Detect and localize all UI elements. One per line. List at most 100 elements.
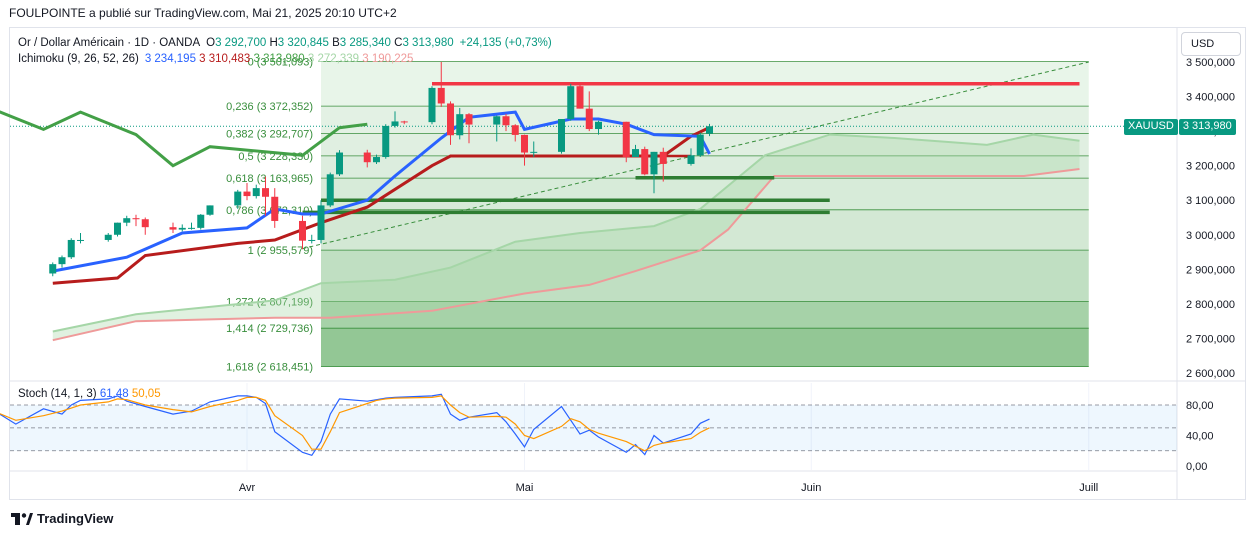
candle xyxy=(502,113,510,132)
candle xyxy=(104,233,112,242)
ohlc-value: 3 285,340 xyxy=(339,37,395,49)
fib-zone xyxy=(321,209,1089,251)
ichimoku-value: 3 190,225 xyxy=(362,53,414,65)
candle xyxy=(382,124,390,159)
candle-body xyxy=(687,155,695,164)
ichimoku-value: 3 234,195 xyxy=(144,53,200,65)
time-tick-label: Mai xyxy=(516,482,534,494)
candle-body xyxy=(391,121,399,126)
price-tag-value: 3 313,980 xyxy=(1178,119,1236,135)
candle-body xyxy=(77,239,84,241)
price-tick-label: 2 900,000 xyxy=(1186,264,1235,276)
tradingview-logo[interactable]: TradingView xyxy=(11,511,113,526)
candle xyxy=(114,222,121,237)
candle xyxy=(299,215,306,250)
candle xyxy=(188,222,195,230)
legend-ichimoku-row[interactable]: Ichimoku (9, 26, 52, 26) 3 234,195 3 310… xyxy=(18,51,552,67)
drawing-lines-layer xyxy=(10,61,1124,250)
candle xyxy=(141,217,149,235)
ohlc-key: C xyxy=(394,37,403,49)
fib-zone xyxy=(321,301,1089,329)
kumo-cloud xyxy=(52,134,1080,341)
candle xyxy=(567,83,575,121)
ichimoku-value: 3 310,483 xyxy=(199,53,254,65)
fib-zone xyxy=(321,250,1089,302)
candle-body xyxy=(437,87,445,104)
candle xyxy=(650,151,658,194)
currency-button[interactable]: USD xyxy=(1181,32,1241,56)
ichimoku-label: Ichimoku (9, 26, 52, 26) xyxy=(18,53,139,65)
candle-body xyxy=(511,125,519,135)
candle-body xyxy=(262,188,269,197)
ichimoku-cloud-layer xyxy=(52,133,1080,342)
candle-body xyxy=(641,149,649,175)
candle xyxy=(234,189,242,209)
candle xyxy=(123,215,131,227)
candle-body xyxy=(336,152,343,175)
candle xyxy=(659,147,667,182)
fibonacci-layer: 0 (3 501,093) 0,236 (3 372,352) 0,382 (3 2… xyxy=(226,57,1089,374)
candle-body xyxy=(456,114,464,136)
candle-body xyxy=(58,257,66,265)
candle-body xyxy=(49,264,57,274)
fib-zone xyxy=(321,328,1089,367)
candle xyxy=(262,176,269,216)
candle-body xyxy=(169,227,177,230)
candle xyxy=(585,91,593,132)
senkou-span-a xyxy=(52,133,1080,333)
candle xyxy=(400,120,408,125)
ohlc-key: H xyxy=(269,37,278,49)
candle-body xyxy=(188,227,195,229)
candle-body xyxy=(650,151,658,175)
candle-body xyxy=(400,121,408,123)
fib-level-label: 0,236 (3 372,352) xyxy=(226,101,313,113)
fib-level-label: 0,382 (3 292,707) xyxy=(226,129,313,141)
time-tick-label: Juill xyxy=(1079,482,1098,494)
candle-body xyxy=(178,227,186,230)
candle xyxy=(178,224,186,232)
candle-body xyxy=(114,222,121,235)
time-tick-label: Juin xyxy=(801,482,821,494)
candle-body xyxy=(595,121,602,130)
candle xyxy=(576,83,584,109)
stoch-legend[interactable]: Stoch (14, 1, 3) 61,48 50,05 xyxy=(18,388,161,400)
candle xyxy=(493,115,501,142)
candle-body xyxy=(363,152,371,163)
ohlc-value: 3 320,845 xyxy=(277,37,333,49)
tradingview-logo-icon xyxy=(11,512,33,525)
price-tick-label: 3 500,000 xyxy=(1186,57,1235,69)
candle-body xyxy=(567,86,575,120)
fib-level-label: 1 (2 955,579) xyxy=(248,245,313,257)
candle xyxy=(595,120,602,135)
ohlc-value: 3 313,980 xyxy=(402,37,454,49)
candle-body xyxy=(104,234,112,240)
candle-body xyxy=(373,157,380,163)
stochastic-layer: 0,00 40,00 80,00 xyxy=(0,393,1214,473)
legend-symbol-row[interactable]: Or / Dollar Américain · 1D · OANDA O3 29… xyxy=(18,35,552,51)
candle-body xyxy=(317,205,325,240)
price-tick-label: 3 200,000 xyxy=(1186,161,1235,173)
symbol-title: Or / Dollar Américain · 1D · OANDA xyxy=(18,37,201,49)
fib-level-label: 1,618 (2 618,451) xyxy=(226,362,313,374)
ichimoku-values: 3 234,195 3 310,483 3 313,980 3 272,339 … xyxy=(145,51,414,67)
candle-body xyxy=(696,134,704,156)
candle xyxy=(252,184,260,199)
candle-body xyxy=(132,218,140,220)
publisher-header: FOULPOINTE a publié sur TradingView.com,… xyxy=(9,6,397,20)
tradingview-brand: TradingView xyxy=(37,511,114,526)
candle-body xyxy=(141,219,149,228)
fib-level-label: 0,618 (3 163,965) xyxy=(226,173,313,185)
candle xyxy=(243,182,251,201)
candle xyxy=(511,124,519,142)
ohlc-values: O3 292,700 H3 320,845 B3 285,340 C3 313,… xyxy=(206,35,454,51)
chart-legend: Or / Dollar Américain · 1D · OANDA O3 29… xyxy=(18,35,552,67)
candle-body xyxy=(530,151,538,153)
candle xyxy=(197,214,205,230)
candle-body xyxy=(632,149,639,158)
ichimoku-value: 3 272,339 xyxy=(307,53,363,65)
candle xyxy=(336,150,343,177)
candle xyxy=(447,101,454,145)
senkou-span-b xyxy=(52,168,1080,342)
candle xyxy=(632,144,639,158)
